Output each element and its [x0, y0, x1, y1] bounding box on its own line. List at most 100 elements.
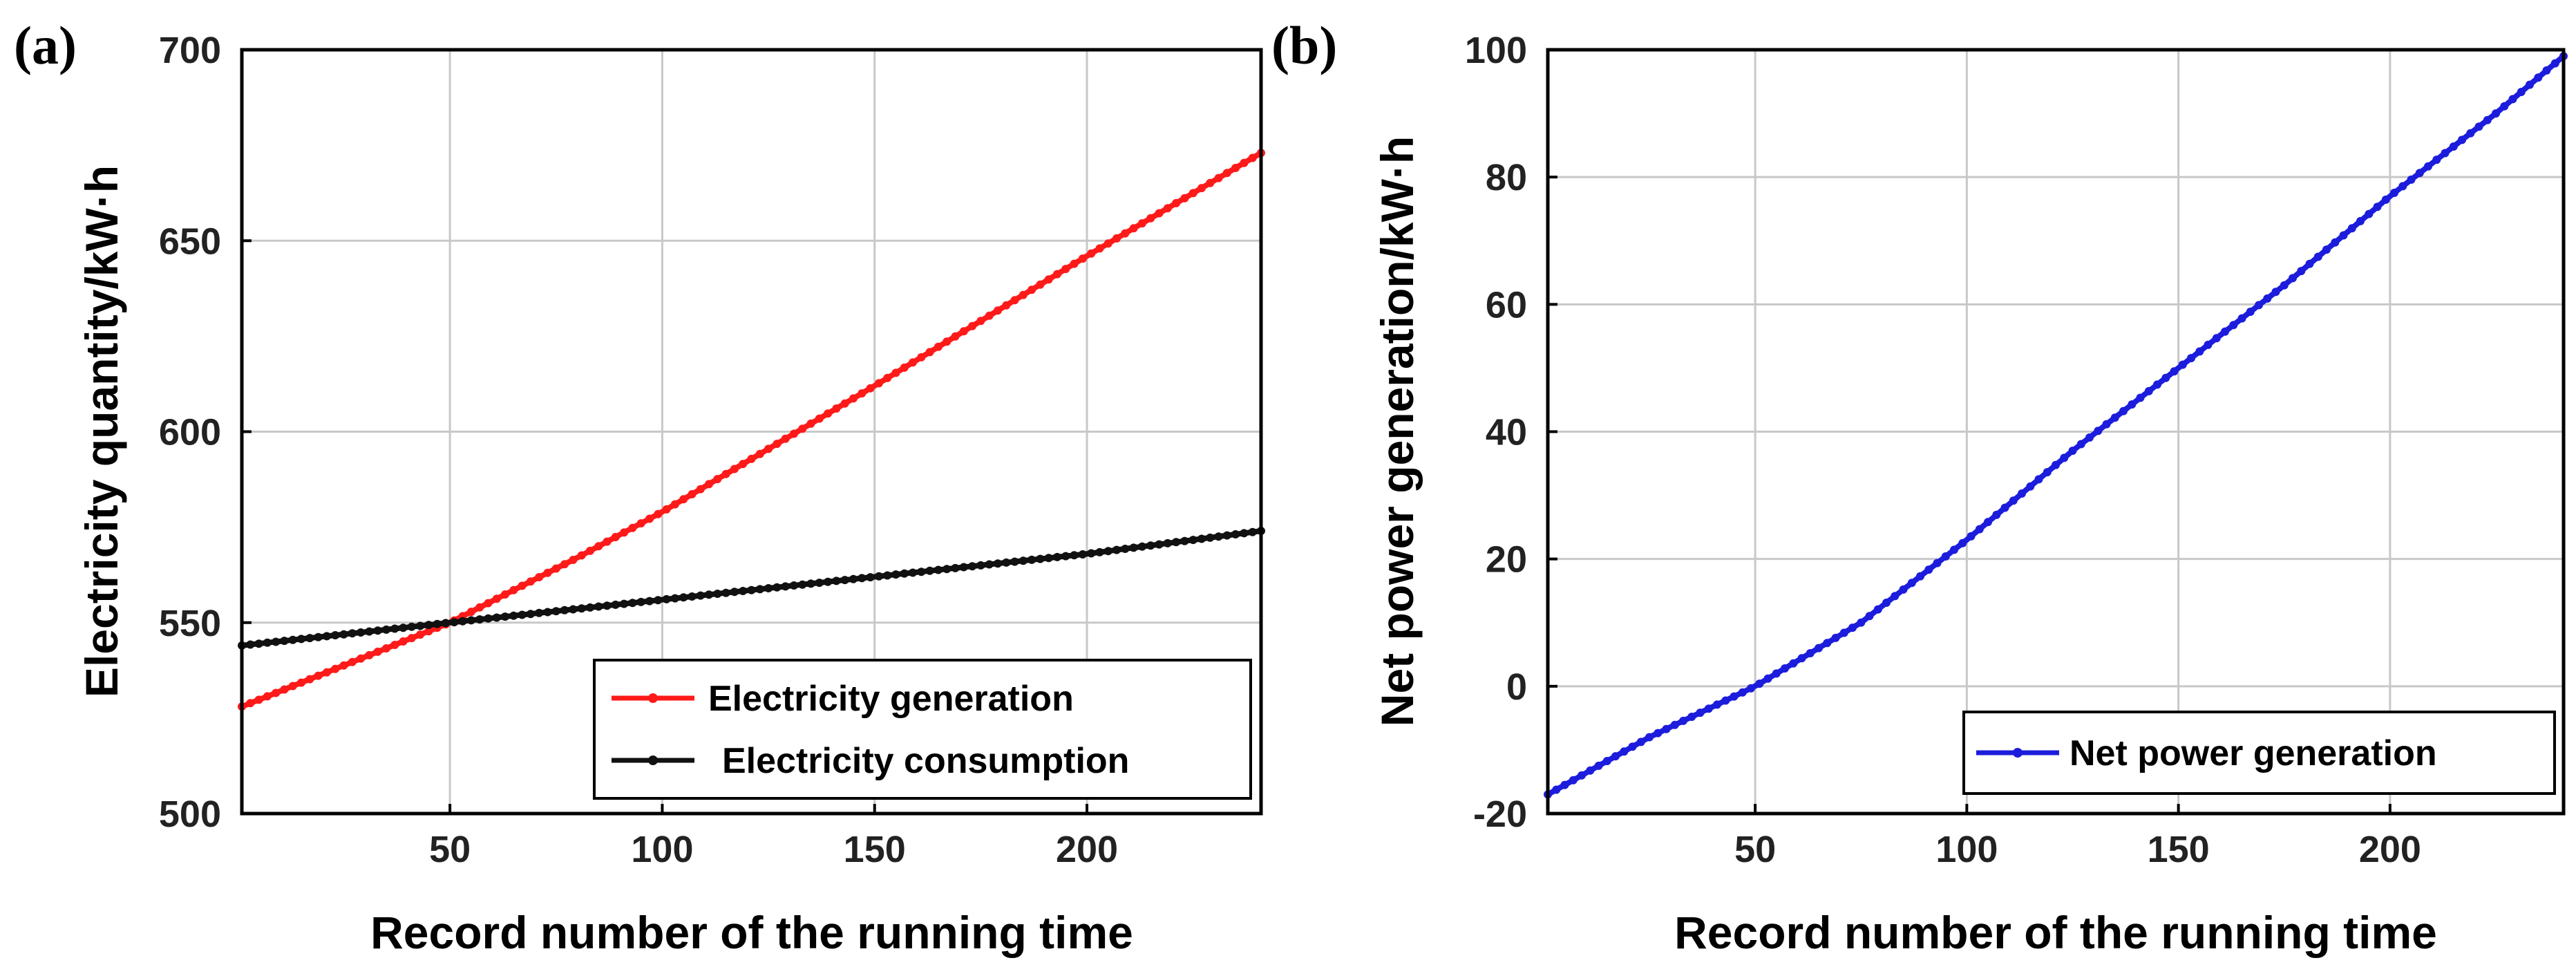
- series-marker-electricity-generation: [373, 647, 382, 656]
- series-marker-net-power-generation: [2052, 460, 2060, 469]
- series-marker-electricity-generation: [1137, 219, 1146, 228]
- series-marker-net-power-generation: [2229, 321, 2238, 330]
- series-marker-electricity-generation: [645, 514, 654, 523]
- series-marker-electricity-generation: [407, 634, 416, 643]
- series-marker-electricity-consumption: [832, 576, 841, 585]
- panel-a-legend: Electricity generation Electricity consu…: [593, 659, 1252, 800]
- series-marker-electricity-consumption: [1240, 529, 1249, 538]
- series-marker-net-power-generation: [2347, 224, 2356, 233]
- series-marker-net-power-generation: [1654, 729, 1663, 738]
- series-marker-electricity-consumption: [1112, 545, 1121, 554]
- panel-a-y-axis-title: Electricity quantity/kW·h: [76, 165, 127, 697]
- series-marker-net-power-generation: [1611, 752, 1620, 761]
- series-marker-electricity-consumption: [407, 622, 416, 631]
- series-marker-net-power-generation: [1815, 644, 1823, 653]
- series-marker-net-power-generation: [2322, 245, 2331, 254]
- series-marker-net-power-generation: [1933, 559, 1942, 567]
- series-marker-net-power-generation: [2534, 73, 2543, 82]
- series-marker-net-power-generation: [2195, 347, 2204, 356]
- series-marker-net-power-generation: [2474, 122, 2483, 131]
- series-marker-electricity-generation: [1172, 198, 1181, 207]
- series-marker-electricity-generation: [696, 485, 705, 494]
- series-marker-electricity-consumption: [543, 608, 552, 617]
- series-marker-electricity-generation: [560, 560, 569, 569]
- series-marker-net-power-generation: [2110, 413, 2119, 422]
- series-marker-electricity-consumption: [509, 611, 518, 620]
- series-marker-electricity-consumption: [1214, 532, 1223, 541]
- series-marker-net-power-generation: [2280, 281, 2289, 290]
- series-marker-electricity-generation: [832, 404, 841, 413]
- series-marker-net-power-generation: [2136, 393, 2145, 402]
- series-marker-net-power-generation: [1958, 538, 1967, 547]
- series-marker-electricity-generation: [390, 641, 399, 649]
- series-marker-net-power-generation: [1823, 639, 1832, 648]
- series-marker-net-power-generation: [1975, 525, 1984, 534]
- series-marker-electricity-generation: [569, 556, 578, 564]
- series-marker-electricity-generation: [628, 523, 637, 532]
- series-marker-electricity-consumption: [1163, 538, 1172, 547]
- series-marker-electricity-generation: [331, 664, 340, 673]
- panel-b-plot-frame: [1546, 48, 2566, 816]
- series-marker-net-power-generation: [1620, 747, 1629, 756]
- series-marker-electricity-generation: [790, 429, 798, 438]
- series-marker-electricity-generation: [951, 332, 960, 341]
- y-tick-label: 500: [159, 794, 221, 835]
- series-marker-electricity-consumption: [670, 594, 679, 603]
- series-marker-electricity-consumption: [1146, 541, 1155, 550]
- series-marker-net-power-generation: [1899, 585, 1908, 594]
- series-marker-net-power-generation: [2153, 380, 2161, 389]
- series-marker-electricity-generation: [1061, 265, 1070, 274]
- series-marker-electricity-generation: [314, 671, 323, 680]
- series-marker-net-power-generation: [2221, 327, 2229, 336]
- series-marker-electricity-generation: [620, 528, 629, 537]
- series-marker-electricity-consumption: [594, 602, 603, 611]
- series-marker-net-power-generation: [1848, 623, 1857, 632]
- series-marker-electricity-consumption: [322, 632, 331, 641]
- series-marker-electricity-consumption: [1121, 545, 1130, 553]
- series-marker-electricity-generation: [603, 537, 612, 546]
- y-tick-label: 100: [1465, 30, 1527, 71]
- series-electricity-generation: [238, 149, 1265, 711]
- series-marker-electricity-consumption: [466, 616, 475, 625]
- x-tick-label: 100: [1935, 829, 1998, 870]
- series-marker-electricity-generation: [806, 419, 815, 428]
- series-marker-electricity-consumption: [636, 597, 645, 606]
- series-marker-electricity-consumption: [1087, 549, 1096, 558]
- series-marker-electricity-generation: [755, 449, 764, 458]
- series-marker-net-power-generation: [2094, 426, 2103, 435]
- panel-a-legend-box: [593, 659, 1252, 800]
- series-marker-electricity-consumption: [773, 583, 782, 592]
- y-tick-label: 550: [159, 603, 221, 644]
- series-marker-electricity-generation: [798, 424, 807, 433]
- series-marker-electricity-consumption: [433, 619, 442, 628]
- series-marker-electricity-generation: [1036, 280, 1045, 289]
- series-marker-electricity-consumption: [1137, 542, 1146, 551]
- series-marker-net-power-generation: [2187, 354, 2195, 363]
- panel-a-plot-frame: [240, 48, 1263, 816]
- series-marker-electricity-consumption: [976, 561, 985, 570]
- series-marker-electricity-generation: [611, 533, 620, 541]
- series-marker-net-power-generation: [1941, 552, 1950, 561]
- series-marker-electricity-generation: [1188, 189, 1197, 198]
- series-marker-electricity-generation: [365, 650, 374, 659]
- series-marker-net-power-generation: [1984, 518, 1992, 527]
- series-marker-electricity-generation: [739, 460, 748, 469]
- series-marker-electricity-generation: [466, 608, 475, 617]
- series-marker-electricity-consumption: [824, 577, 833, 586]
- series-marker-electricity-generation: [357, 654, 366, 663]
- series-marker-net-power-generation: [1882, 599, 1891, 607]
- x-tick-label: 100: [631, 829, 693, 870]
- series-marker-net-power-generation: [2128, 400, 2137, 409]
- series-marker-electricity-consumption: [781, 582, 790, 591]
- series-marker-electricity-generation: [586, 546, 594, 555]
- series-marker-net-power-generation: [2144, 386, 2153, 395]
- series-marker-electricity-generation: [1214, 173, 1223, 182]
- series-marker-net-power-generation: [2492, 109, 2500, 118]
- series-marker-electricity-generation: [424, 627, 433, 636]
- series-marker-net-power-generation: [2424, 162, 2432, 171]
- series-marker-net-power-generation: [2339, 231, 2348, 240]
- series-marker-electricity-consumption: [1070, 551, 1079, 560]
- series-marker-electricity-consumption: [1036, 554, 1045, 563]
- series-marker-electricity-consumption: [815, 579, 824, 588]
- series-marker-electricity-consumption: [577, 604, 586, 613]
